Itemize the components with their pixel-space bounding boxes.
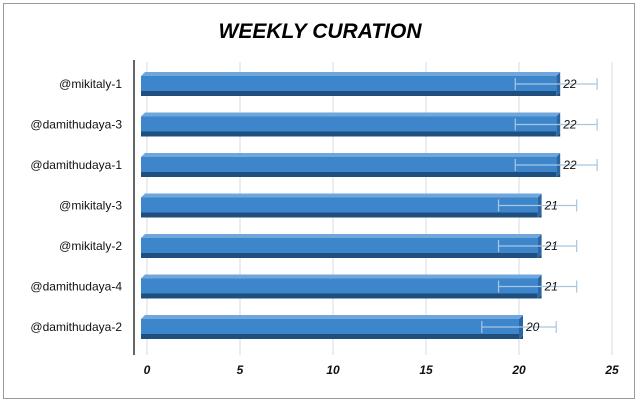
bars [141, 72, 561, 339]
data-label: 21 [544, 280, 558, 294]
data-label: 22 [562, 158, 577, 172]
category-label: @damithudaya-2 [30, 320, 122, 334]
x-tick-label: 0 [144, 363, 151, 377]
category-label: @damithudaya-3 [30, 118, 122, 132]
data-label: 22 [562, 118, 577, 132]
x-tick-label: 5 [237, 363, 244, 377]
bar [141, 319, 519, 335]
chart-title: WEEKLY CURATION [218, 20, 422, 43]
bar [141, 116, 557, 133]
x-tick-label: 10 [326, 363, 340, 377]
bar [141, 238, 538, 254]
bar-base [141, 253, 538, 258]
labels: 0 5 10 15 20 25 22 @mikitaly-1 22 @damithudaya-3 2… [30, 77, 619, 377]
x-tick-label: 15 [419, 363, 433, 377]
bar-top [141, 112, 561, 117]
bar [141, 278, 538, 295]
bar-base [141, 293, 538, 299]
bar-base [141, 334, 519, 339]
bar-base [141, 172, 557, 177]
bar-top [141, 234, 542, 238]
bar-base [141, 212, 538, 218]
category-label: @mikitaly-3 [59, 199, 122, 213]
bar-top [141, 315, 523, 319]
data-label: 22 [562, 77, 577, 91]
bar [141, 157, 557, 173]
bar-top [141, 274, 542, 279]
bar-base [141, 131, 557, 137]
bar-top [141, 72, 561, 76]
bar-base [141, 91, 557, 96]
category-label: @damithudaya-1 [30, 158, 122, 172]
bar-top [141, 153, 561, 157]
data-label: 21 [544, 199, 558, 213]
category-label: @mikitaly-1 [59, 77, 122, 91]
category-label: @mikitaly-2 [59, 239, 122, 253]
data-label: 20 [525, 320, 540, 334]
bar-top [141, 193, 542, 198]
bar [141, 197, 538, 214]
bar [141, 76, 557, 92]
x-tick-label: 25 [604, 363, 619, 377]
error-bars [481, 78, 598, 333]
x-tick-label: 20 [511, 363, 526, 377]
data-label: 21 [544, 239, 558, 253]
category-label: @damithudaya-4 [30, 280, 122, 294]
